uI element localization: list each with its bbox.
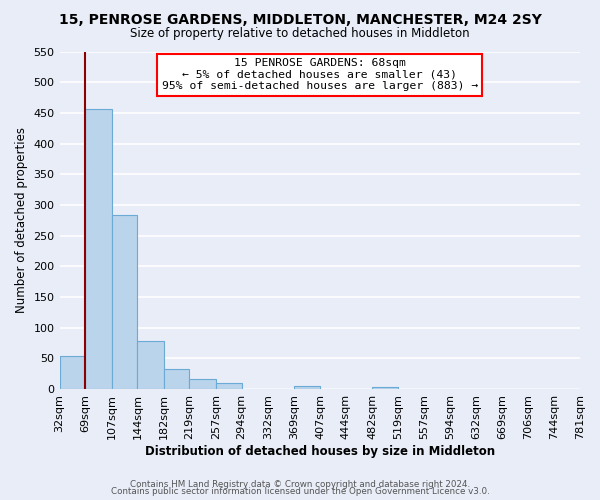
Bar: [216, 383, 242, 389]
Bar: [164, 370, 190, 389]
Text: Contains public sector information licensed under the Open Government Licence v3: Contains public sector information licen…: [110, 488, 490, 496]
Bar: [190, 378, 216, 389]
Text: Contains HM Land Registry data © Crown copyright and database right 2024.: Contains HM Land Registry data © Crown c…: [130, 480, 470, 489]
Bar: [294, 386, 320, 389]
Bar: [372, 387, 398, 389]
Text: 15, PENROSE GARDENS, MIDDLETON, MANCHESTER, M24 2SY: 15, PENROSE GARDENS, MIDDLETON, MANCHEST…: [59, 12, 541, 26]
Bar: [59, 356, 85, 389]
Text: 15 PENROSE GARDENS: 68sqm
← 5% of detached houses are smaller (43)
95% of semi-d: 15 PENROSE GARDENS: 68sqm ← 5% of detach…: [161, 58, 478, 92]
Text: Size of property relative to detached houses in Middleton: Size of property relative to detached ho…: [130, 28, 470, 40]
X-axis label: Distribution of detached houses by size in Middleton: Distribution of detached houses by size …: [145, 444, 495, 458]
Y-axis label: Number of detached properties: Number of detached properties: [15, 127, 28, 313]
Bar: [85, 108, 112, 389]
Bar: [137, 341, 164, 389]
Bar: [112, 214, 137, 389]
